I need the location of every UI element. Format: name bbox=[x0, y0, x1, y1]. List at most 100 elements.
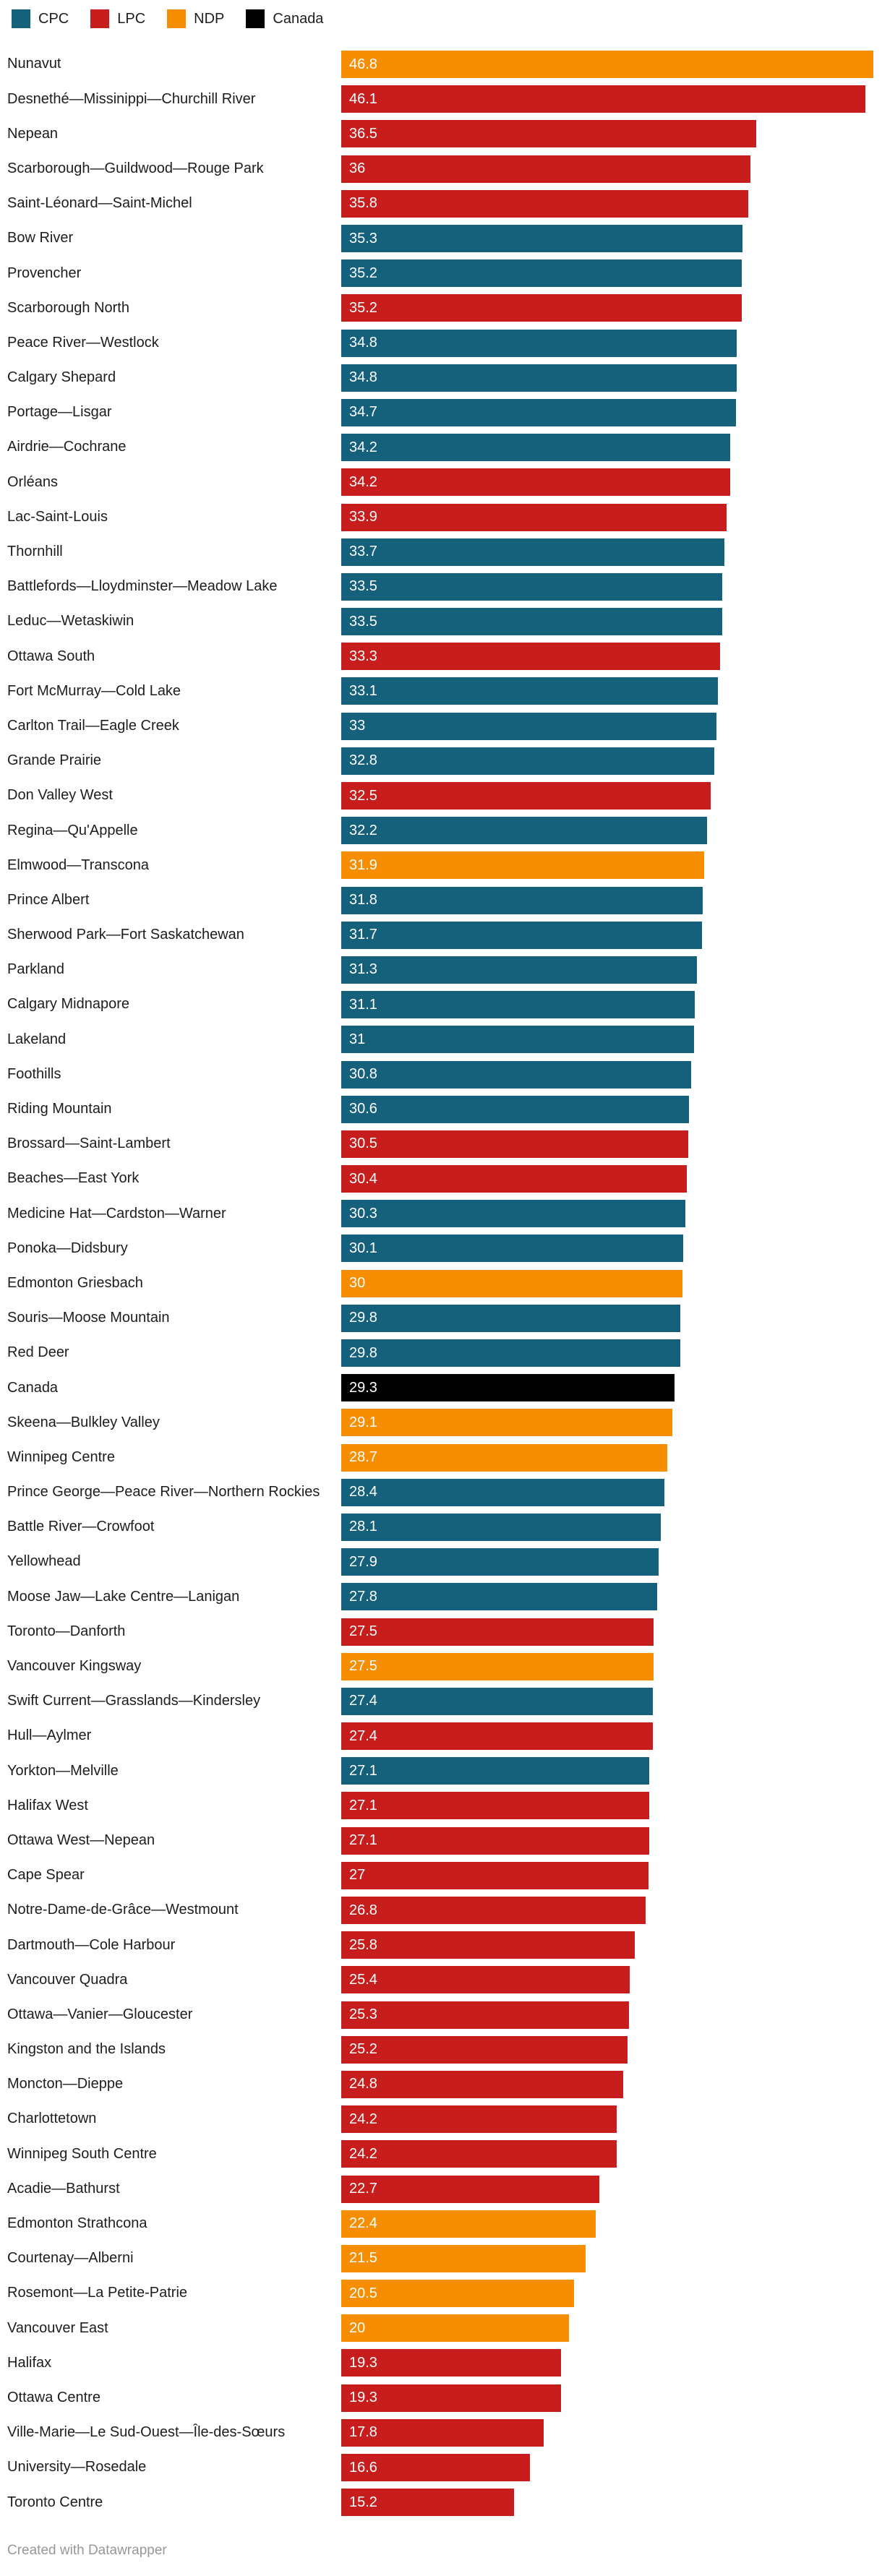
bar-lpc[interactable]: 46.1 bbox=[341, 85, 865, 113]
bar-value-label: 24.2 bbox=[349, 2111, 377, 2127]
legend-item-lpc[interactable]: LPC bbox=[90, 9, 145, 28]
bar-cpc[interactable]: 27.9 bbox=[341, 1548, 659, 1576]
bar-cpc[interactable]: 33.7 bbox=[341, 538, 724, 566]
bar-track: 28.7 bbox=[341, 1443, 873, 1472]
bar-canada[interactable]: 29.3 bbox=[341, 1374, 675, 1402]
bar-ndp[interactable]: 27.5 bbox=[341, 1652, 654, 1680]
bar-lpc[interactable]: 35.2 bbox=[341, 294, 742, 322]
bar-cpc[interactable]: 30.1 bbox=[341, 1235, 684, 1263]
bar-lpc[interactable]: 24.8 bbox=[341, 2070, 623, 2098]
bar-track: 33.7 bbox=[341, 538, 873, 566]
bar-ndp[interactable]: 20 bbox=[341, 2314, 569, 2343]
bar-track: 24.8 bbox=[341, 2070, 873, 2098]
bar-ndp[interactable]: 28.7 bbox=[341, 1443, 668, 1472]
legend-swatch-icon bbox=[246, 9, 265, 28]
legend-item-cpc[interactable]: CPC bbox=[12, 9, 69, 28]
bar-ndp[interactable]: 22.4 bbox=[341, 2210, 596, 2238]
table-row: Ottawa South 33.3 bbox=[7, 639, 873, 674]
bar-cpc[interactable]: 31.8 bbox=[341, 886, 703, 914]
bar-lpc[interactable]: 36.5 bbox=[341, 120, 756, 148]
bar-cpc[interactable]: 33 bbox=[341, 712, 716, 740]
bar-lpc[interactable]: 34.2 bbox=[341, 468, 730, 497]
table-row: Rosemont—La Petite-Patrie 20.5 bbox=[7, 2276, 873, 2311]
bar-lpc[interactable]: 27.5 bbox=[341, 1618, 654, 1646]
bar-cpc[interactable]: 31 bbox=[341, 1026, 694, 1054]
bar-lpc[interactable]: 33.3 bbox=[341, 643, 720, 671]
bar-lpc[interactable]: 24.2 bbox=[341, 2140, 617, 2168]
bar-cpc[interactable]: 30.8 bbox=[341, 1060, 692, 1089]
bar-lpc[interactable]: 27.1 bbox=[341, 1792, 650, 1820]
bar-cpc[interactable]: 32.2 bbox=[341, 817, 708, 845]
bar-cpc[interactable]: 31.1 bbox=[341, 991, 695, 1019]
bar-cpc[interactable]: 33.5 bbox=[341, 608, 722, 636]
bar-lpc[interactable]: 33.9 bbox=[341, 503, 727, 531]
bar-cpc[interactable]: 32.8 bbox=[341, 747, 714, 775]
bar-cpc[interactable]: 34.8 bbox=[341, 364, 737, 392]
bar-cpc[interactable]: 34.2 bbox=[341, 434, 730, 462]
bar-cpc[interactable]: 28.4 bbox=[341, 1478, 664, 1506]
bar-lpc[interactable]: 27.1 bbox=[341, 1826, 650, 1855]
bar-value-label: 30.1 bbox=[349, 1240, 377, 1256]
bar-ndp[interactable]: 21.5 bbox=[341, 2244, 586, 2272]
table-row: Red Deer 29.8 bbox=[7, 1336, 873, 1370]
district-label: Vancouver Quadra bbox=[7, 1971, 128, 1988]
table-row: Calgary Midnapore 31.1 bbox=[7, 987, 873, 1022]
bar-cpc[interactable]: 35.2 bbox=[341, 259, 742, 288]
bar-track: 31.9 bbox=[341, 851, 873, 880]
bar-lpc[interactable]: 26.8 bbox=[341, 1897, 646, 1925]
district-label: Swift Current—Grasslands—Kindersley bbox=[7, 1693, 261, 1709]
bar-track: 46.8 bbox=[341, 51, 873, 79]
bar-cpc[interactable]: 35.3 bbox=[341, 225, 743, 253]
bar-cpc[interactable]: 29.8 bbox=[341, 1304, 680, 1332]
bar-lpc[interactable]: 30.5 bbox=[341, 1130, 688, 1158]
bar-cpc[interactable]: 30.3 bbox=[341, 1200, 686, 1228]
bar-cpc[interactable]: 31.3 bbox=[341, 956, 698, 984]
table-row: Edmonton Griesbach 30 bbox=[7, 1266, 873, 1301]
bar-lpc[interactable]: 35.8 bbox=[341, 189, 749, 218]
bar-lpc[interactable]: 25.4 bbox=[341, 1966, 630, 1994]
bar-track: 32.2 bbox=[341, 817, 873, 845]
bar-cpc[interactable]: 27.8 bbox=[341, 1583, 658, 1611]
bar-lpc[interactable]: 16.6 bbox=[341, 2454, 531, 2482]
bar-value-label: 21.5 bbox=[349, 2250, 377, 2267]
bar-lpc[interactable]: 24.2 bbox=[341, 2105, 617, 2134]
bar-ndp[interactable]: 30 bbox=[341, 1269, 682, 1297]
bar-lpc[interactable]: 15.2 bbox=[341, 2489, 515, 2517]
bar-lpc[interactable]: 25.3 bbox=[341, 2001, 629, 2029]
bar-cpc[interactable]: 34.7 bbox=[341, 398, 736, 426]
bar-lpc[interactable]: 22.7 bbox=[341, 2175, 599, 2203]
bar-lpc[interactable]: 19.3 bbox=[341, 2349, 561, 2377]
bar-cpc[interactable]: 27.4 bbox=[341, 1687, 653, 1715]
bar-ndp[interactable]: 31.9 bbox=[341, 851, 704, 880]
bar-cpc[interactable]: 28.1 bbox=[341, 1513, 661, 1541]
bar-ndp[interactable]: 29.1 bbox=[341, 1409, 672, 1437]
legend-item-canada[interactable]: Canada bbox=[246, 9, 323, 28]
table-row: Bow River 35.3 bbox=[7, 221, 873, 256]
bar-lpc[interactable]: 30.4 bbox=[341, 1165, 688, 1193]
bar-ndp[interactable]: 20.5 bbox=[341, 2280, 575, 2308]
bar-lpc[interactable]: 19.3 bbox=[341, 2384, 561, 2412]
bar-cpc[interactable]: 33.5 bbox=[341, 572, 722, 601]
legend-item-ndp[interactable]: NDP bbox=[167, 9, 224, 28]
district-label: Ottawa South bbox=[7, 648, 95, 664]
bar-lpc[interactable]: 32.5 bbox=[341, 782, 711, 810]
legend-label: LPC bbox=[117, 11, 146, 27]
bar-track: 29.8 bbox=[341, 1304, 873, 1332]
bar-ndp[interactable]: 46.8 bbox=[341, 51, 873, 79]
bar-lpc[interactable]: 27.4 bbox=[341, 1722, 653, 1751]
bar-lpc[interactable]: 36 bbox=[341, 155, 751, 183]
table-row: Elmwood—Transcona 31.9 bbox=[7, 848, 873, 883]
bar-lpc[interactable]: 27 bbox=[341, 1861, 648, 1889]
bar-lpc[interactable]: 17.8 bbox=[341, 2418, 544, 2447]
bar-cpc[interactable]: 33.1 bbox=[341, 677, 718, 705]
district-label: Ponoka—Didsbury bbox=[7, 1240, 128, 1256]
bar-value-label: 32.2 bbox=[349, 822, 377, 838]
bar-cpc[interactable]: 30.6 bbox=[341, 1095, 690, 1123]
bar-lpc[interactable]: 25.8 bbox=[341, 1931, 635, 1959]
bar-lpc[interactable]: 25.2 bbox=[341, 2035, 628, 2064]
bar-cpc[interactable]: 34.8 bbox=[341, 329, 737, 357]
table-row: Saint-Léonard—Saint-Michel 35.8 bbox=[7, 186, 873, 221]
bar-cpc[interactable]: 27.1 bbox=[341, 1757, 650, 1785]
bar-cpc[interactable]: 31.7 bbox=[341, 921, 702, 949]
bar-cpc[interactable]: 29.8 bbox=[341, 1339, 680, 1368]
